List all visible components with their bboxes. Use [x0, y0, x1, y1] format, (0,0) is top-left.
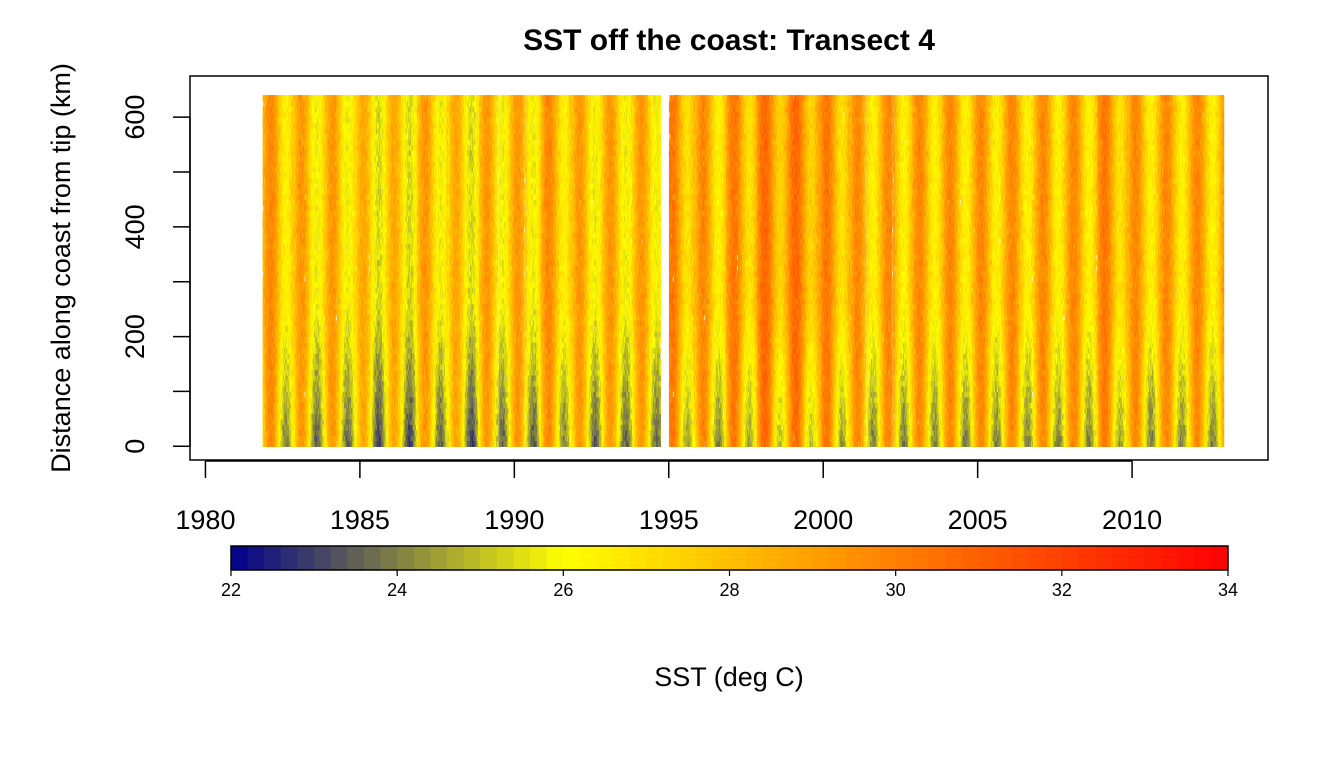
heatmap-cells	[263, 95, 1225, 447]
chart-title: SST off the coast: Transect 4	[523, 24, 935, 57]
